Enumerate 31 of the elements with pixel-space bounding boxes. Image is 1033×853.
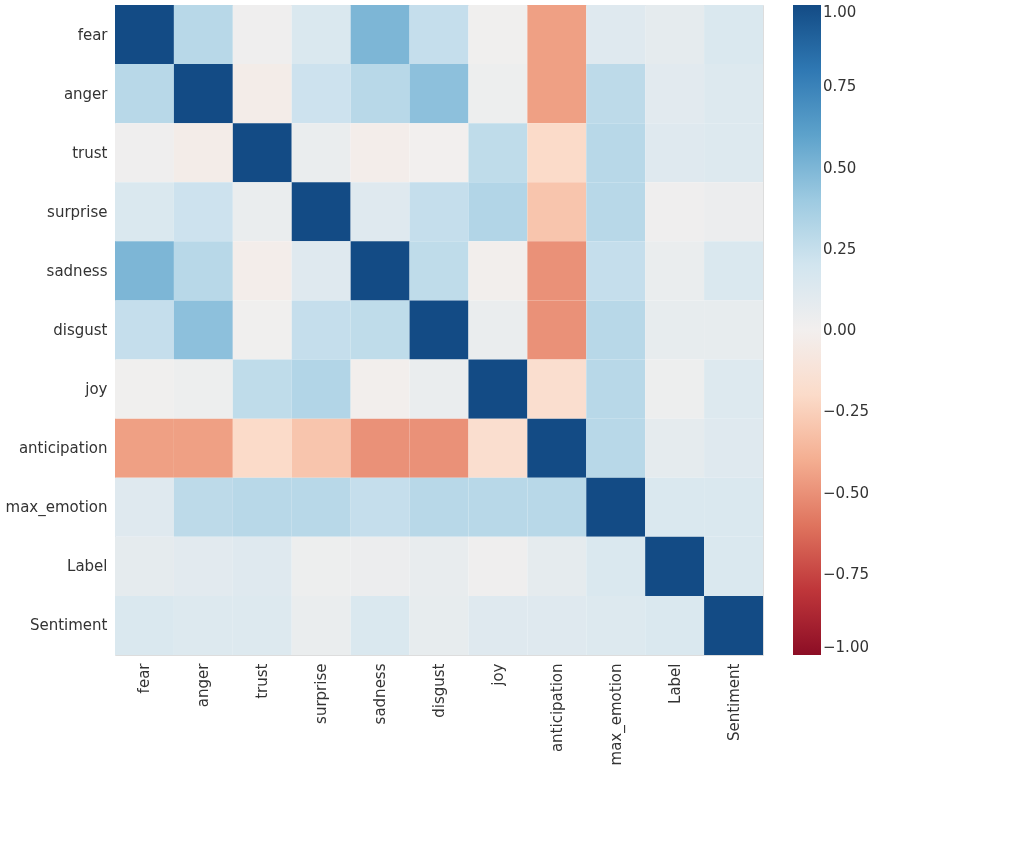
x-tick-label: Sentiment (724, 663, 743, 742)
y-tick-label: anger (63, 84, 109, 103)
y-tick-label: fear (77, 25, 109, 44)
color-bar-label: −0.25 (823, 402, 869, 421)
x-tick-label: surprise (312, 663, 331, 724)
color-bar-label: 0.75 (823, 77, 857, 96)
x-tick-label: anger (194, 662, 213, 708)
y-tick-label: disgust (53, 321, 108, 339)
y-tick-label: sadness (46, 261, 108, 280)
x-tick-label: max_emotion (606, 663, 626, 766)
color-bar-label: −0.75 (823, 564, 869, 583)
x-tick-label: disgust (430, 663, 448, 718)
y-tick-label: Label (67, 557, 108, 576)
y-tick-label: anticipation (18, 439, 108, 458)
color-bar-label: 1.00 (823, 3, 857, 21)
x-tick-label: sadness (371, 663, 390, 725)
color-bar-label: −1.00 (823, 638, 869, 656)
x-tick-label: fear (135, 662, 154, 694)
y-tick-label: surprise (47, 202, 108, 221)
y-tick-label: max_emotion (5, 498, 108, 518)
x-tick-label: trust (253, 663, 272, 699)
color-bar-label: 0.25 (823, 239, 857, 258)
x-tick-label: joy (488, 663, 507, 687)
color-bar-label: 0.00 (823, 321, 857, 339)
y-tick-label: Sentiment (29, 616, 108, 635)
y-tick-label: joy (84, 380, 108, 399)
x-tick-label: Label (665, 663, 684, 704)
color-bar-label: −0.50 (823, 483, 869, 502)
x-tick-label: anticipation (547, 663, 566, 753)
y-tick-label: trust (72, 143, 108, 162)
color-bar-label: 0.50 (823, 158, 857, 177)
